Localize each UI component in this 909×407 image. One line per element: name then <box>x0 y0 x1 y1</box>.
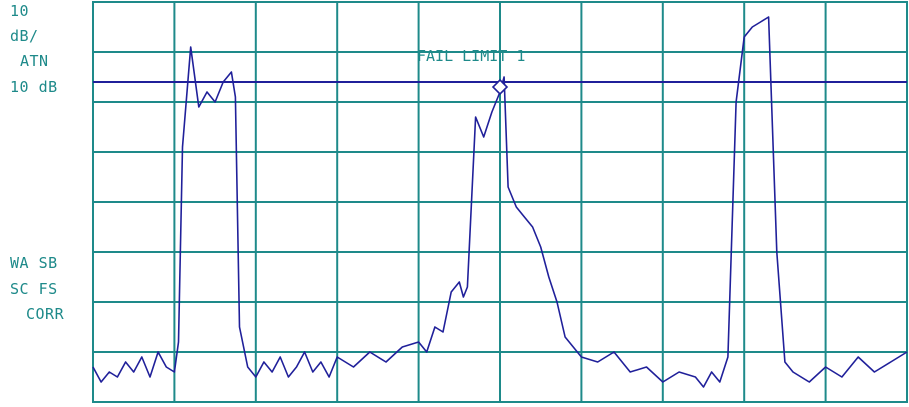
corr-label: CORR <box>26 305 65 323</box>
scale-value-label: 10 <box>10 2 30 20</box>
sc-fs-label: SC FS <box>10 280 58 298</box>
trace-group <box>92 16 908 388</box>
atn-label: ATN <box>20 52 49 70</box>
scale-unit-label: dB/ <box>10 27 39 45</box>
fail-limit-label: FAIL LIMIT 1 <box>417 47 525 65</box>
marker-group <box>491 78 509 96</box>
marker-diamond-icon <box>491 78 509 96</box>
trace-line <box>92 16 908 388</box>
atn-value-label: 10 dB <box>10 78 58 96</box>
wa-sb-label: WA SB <box>10 254 58 272</box>
